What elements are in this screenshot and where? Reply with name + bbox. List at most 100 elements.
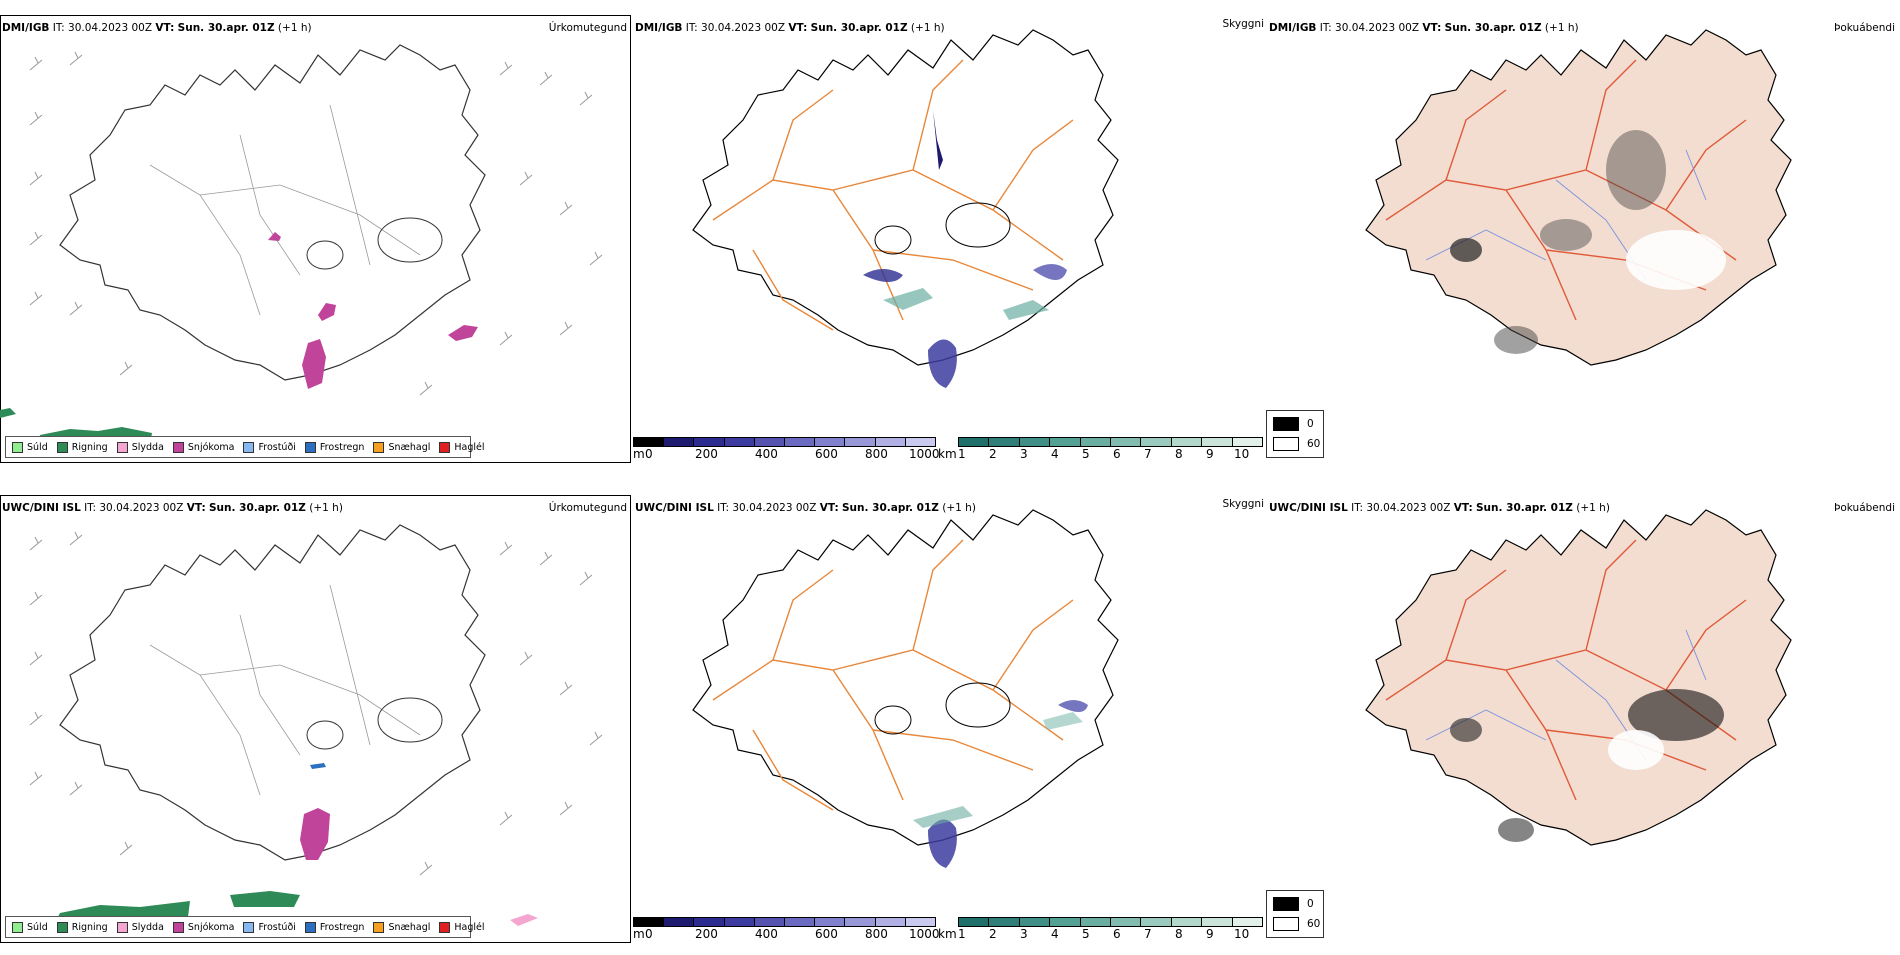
fog-area — [1606, 130, 1666, 210]
moderate-visibility-area — [883, 288, 933, 310]
visibility-panel: UWC/DINI ISL IT: 30.04.2023 00Z VT: Sun.… — [633, 480, 1266, 955]
legend-item: Haglél — [439, 441, 485, 453]
glacier-outline — [306, 720, 344, 750]
panel-title: DMI/IGB IT: 30.04.2023 00Z VT: Sun. 30.a… — [635, 22, 945, 34]
glacier-outline — [377, 697, 443, 743]
legend-item: 60 — [1273, 437, 1320, 451]
field-label: Þokuábendi — [1834, 22, 1895, 34]
legend-item: Slydda — [116, 921, 164, 933]
map-frame — [0, 15, 631, 463]
field-label: Úrkomutegund — [548, 22, 627, 34]
legend-item: Rigning — [56, 441, 108, 453]
panel-title: DMI/IGB IT: 30.04.2023 00Z VT: Sun. 30.a… — [2, 22, 312, 34]
roads — [712, 539, 1074, 811]
legend-item: Slydda — [116, 441, 164, 453]
rain-area — [58, 901, 190, 917]
moderate-visibility-area — [1043, 712, 1083, 730]
snow-area — [268, 232, 281, 241]
colorbar-m — [633, 437, 936, 447]
panel-title: UWC/DINI ISL IT: 30.04.2023 00Z VT: Sun.… — [635, 502, 976, 514]
glacier-outline — [377, 217, 443, 263]
legend-item: Snjókoma — [172, 921, 234, 933]
wind-barbs — [29, 531, 603, 876]
field-label: Þokuábendi — [1834, 502, 1895, 514]
legend-item: Haglél — [439, 921, 485, 933]
visibility-map — [692, 29, 1119, 388]
field-label: Skyggni — [1222, 18, 1265, 30]
precip-legend: Súld Rigning Slydda Snjókoma Frostúði Fr… — [5, 436, 485, 458]
precip-legend: Súld Rigning Slydda Snjókoma Frostúði Fr… — [5, 916, 485, 938]
legend-item: 0 — [1273, 897, 1314, 911]
low-visibility-area — [1033, 264, 1067, 280]
fog-area — [1494, 326, 1538, 354]
fog-area — [1450, 238, 1482, 262]
colorbar-m — [633, 917, 936, 927]
field-label: Úrkomutegund — [548, 502, 627, 514]
visibility-map — [692, 509, 1119, 868]
low-visibility-area — [928, 819, 957, 868]
legend-item: Snæhagl — [373, 921, 430, 933]
legend-item: Frostregn — [304, 921, 364, 933]
roads — [149, 584, 421, 796]
legend-item: Súld — [12, 441, 48, 453]
snow-area — [302, 339, 326, 389]
legend-item: Frostregn — [304, 441, 364, 453]
coastline — [692, 509, 1119, 846]
low-visibility-area — [863, 269, 903, 282]
low-visibility-area — [928, 339, 957, 388]
fog-area — [1628, 689, 1724, 741]
fog-free-area — [1608, 730, 1664, 770]
coastline — [59, 524, 486, 861]
sleet-area — [510, 914, 538, 926]
fog-map — [1365, 29, 1792, 366]
fog-area — [1540, 219, 1592, 251]
moderate-visibility-area — [1003, 300, 1049, 320]
wind-barbs — [29, 51, 603, 396]
visibility-panel: DMI/IGB IT: 30.04.2023 00Z VT: Sun. 30.a… — [633, 0, 1266, 475]
roads — [1385, 539, 1747, 801]
legend-item: Snæhagl — [373, 441, 430, 453]
fog-panel: DMI/IGB IT: 30.04.2023 00Z VT: Sun. 30.a… — [1266, 0, 1899, 475]
low-visibility-area — [1058, 700, 1088, 712]
fog-legend: 0 60 — [1266, 410, 1324, 458]
legend-item: Snjókoma — [172, 441, 234, 453]
glacier-outline — [945, 682, 1011, 728]
roads — [1385, 59, 1747, 321]
coastline — [59, 44, 486, 381]
coastline — [692, 29, 1119, 366]
precip-type-panel: UWC/DINI ISL IT: 30.04.2023 00Z VT: Sun.… — [0, 480, 633, 955]
snow-area — [318, 303, 336, 321]
panel-title: UWC/DINI ISL IT: 30.04.2023 00Z VT: Sun.… — [2, 502, 343, 514]
fog-free-area — [1626, 230, 1726, 290]
roads — [712, 59, 1074, 331]
legend-item: Rigning — [56, 921, 108, 933]
rain-area — [0, 408, 16, 418]
legend-item: 60 — [1273, 917, 1320, 931]
glacier-outline — [874, 705, 912, 735]
legend-item: Frostúði — [243, 921, 296, 933]
legend-item: Súld — [12, 921, 48, 933]
roads — [149, 104, 421, 316]
field-label: Skyggni — [1222, 498, 1265, 510]
precip-map — [0, 44, 603, 445]
snow-area — [448, 325, 478, 341]
fog-area — [1450, 718, 1482, 742]
legend-item: 0 — [1273, 417, 1314, 431]
moderate-visibility-area — [913, 806, 973, 828]
fog-map — [1365, 509, 1792, 846]
fog-area — [1498, 818, 1534, 842]
freezing-rain-area — [310, 763, 326, 769]
fog-panel: UWC/DINI ISL IT: 30.04.2023 00Z VT: Sun.… — [1266, 480, 1899, 955]
snow-area — [300, 808, 330, 860]
colorbar-km — [958, 917, 1263, 927]
legend-item: Frostúði — [243, 441, 296, 453]
precip-map — [29, 524, 603, 926]
low-visibility-area — [933, 110, 943, 170]
map-frame — [0, 495, 631, 943]
panel-title: UWC/DINI ISL IT: 30.04.2023 00Z VT: Sun.… — [1269, 502, 1610, 514]
glacier-outline — [874, 225, 912, 255]
glacier-outline — [306, 240, 344, 270]
panel-title: DMI/IGB IT: 30.04.2023 00Z VT: Sun. 30.a… — [1269, 22, 1579, 34]
precip-type-panel: DMI/IGB IT: 30.04.2023 00Z VT: Sun. 30.a… — [0, 0, 633, 475]
colorbar-km — [958, 437, 1263, 447]
